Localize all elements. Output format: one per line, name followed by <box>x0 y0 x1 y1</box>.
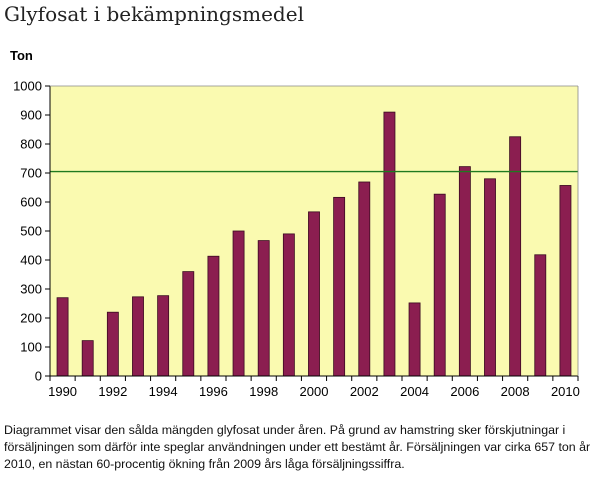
bar-2008 <box>509 136 522 377</box>
bar-1994 <box>157 295 170 377</box>
page-title: Glyfosat i bekämpningsmedel <box>4 2 304 26</box>
bar-1991 <box>81 340 94 377</box>
bar-2010 <box>559 185 572 377</box>
y-tick-label: 600 <box>20 195 42 210</box>
bar-2005 <box>433 193 446 377</box>
y-tick-label: 800 <box>20 137 42 152</box>
y-tick-label: 500 <box>20 224 42 239</box>
bars <box>56 111 572 377</box>
y-axis-ticks: 0 100 200 300 400 500 600 700 800 900 1000 <box>13 79 50 384</box>
y-tick-label: 300 <box>20 282 42 297</box>
x-tick-label: 2008 <box>501 384 530 399</box>
x-tick-label: 2010 <box>551 384 580 399</box>
bar-1999 <box>282 233 295 377</box>
bar-2002 <box>358 181 371 377</box>
y-tick-label: 700 <box>20 166 42 181</box>
x-axis-ticks: 1990 1992 1994 1996 1998 2000 2002 2004 2006 2008… <box>48 376 580 399</box>
x-tick-label: 2004 <box>400 384 429 399</box>
bar-2009 <box>534 254 547 377</box>
chart-caption: Diagrammet visar den sålda mängden glyfo… <box>4 423 591 471</box>
y-tick-label: 900 <box>20 108 42 123</box>
x-tick-label: 1990 <box>48 384 77 399</box>
bar-2003 <box>383 111 396 377</box>
y-tick-label: 400 <box>20 253 42 268</box>
bar-2004 <box>408 302 421 377</box>
bar-1997 <box>232 230 245 377</box>
bar-1998 <box>257 240 270 377</box>
x-tick-label: 2006 <box>450 384 479 399</box>
bar-1995 <box>182 271 195 377</box>
x-tick-label: 2000 <box>300 384 329 399</box>
bar-1990 <box>56 297 69 377</box>
x-tick-label: 2002 <box>350 384 379 399</box>
axes <box>49 85 579 377</box>
x-tick-label: 1998 <box>249 384 278 399</box>
y-tick-label: 1000 <box>13 79 42 94</box>
x-tick-label: 1996 <box>199 384 228 399</box>
x-tick-label: 1994 <box>149 384 178 399</box>
y-axis-label: Ton <box>10 48 33 63</box>
bar-2001 <box>333 196 346 377</box>
bar-2007 <box>484 178 496 377</box>
bar-2006 <box>458 166 471 377</box>
y-tick-label: 200 <box>20 311 42 326</box>
bar-1996 <box>207 255 220 377</box>
y-tick-label: 0 <box>35 369 42 384</box>
bar-2000 <box>308 211 320 377</box>
y-tick-label: 100 <box>20 340 42 355</box>
bar-1993 <box>132 296 144 377</box>
x-tick-label: 1992 <box>98 384 127 399</box>
glyphosate-bar-chart: Ton 0 100 200 300 400 500 600 700 800 900 1000 199… <box>10 48 580 399</box>
bar-1992 <box>106 311 119 377</box>
